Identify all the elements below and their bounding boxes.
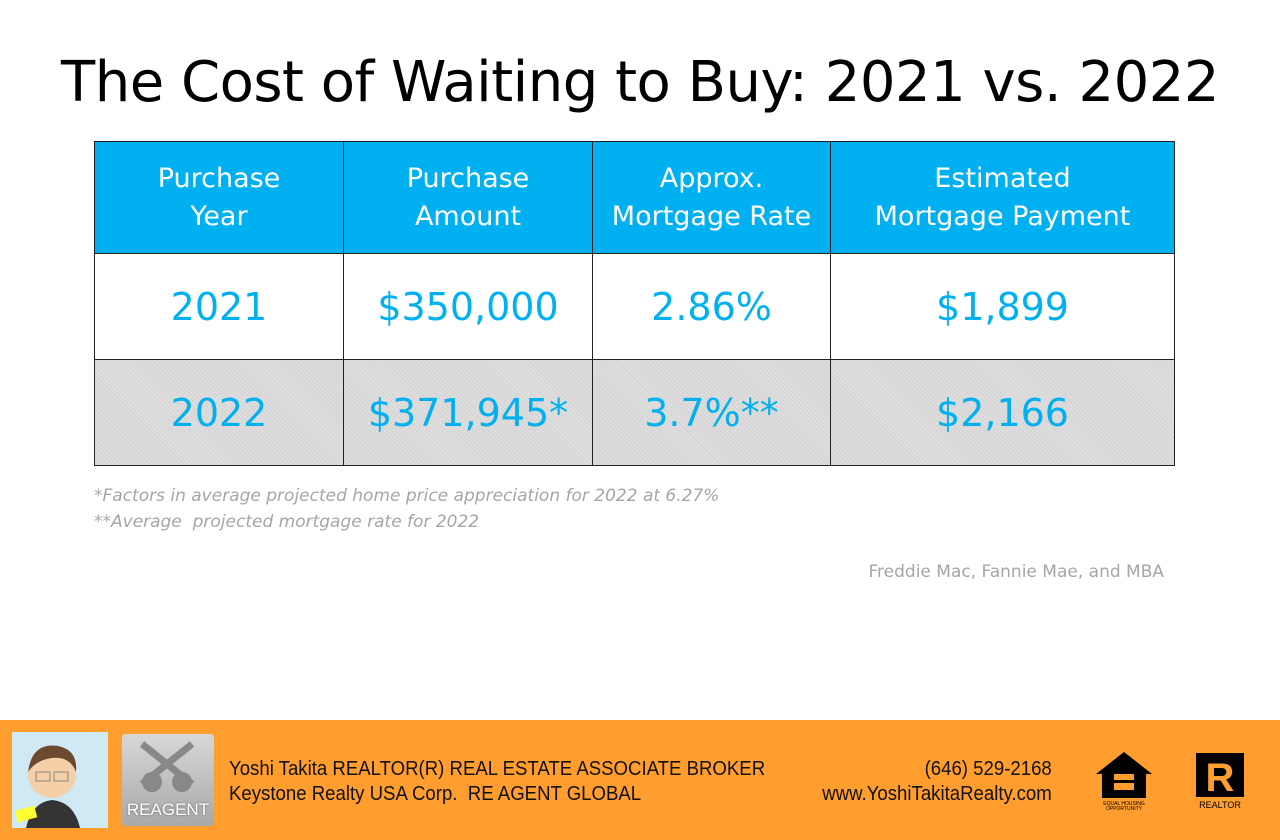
cell-year: 2022 xyxy=(94,359,344,466)
svg-text:R: R xyxy=(1206,756,1235,800)
cell-payment: $1,899 xyxy=(830,253,1175,360)
agent-name-line: Yoshi Takita REALTOR(R) REAL ESTATE ASSO… xyxy=(229,758,766,780)
equal-housing-icon: EQUAL HOUSING OPPORTUNITY xyxy=(1094,750,1154,812)
source-text: Freddie Mac, Fannie Mae, and MBA xyxy=(868,562,1165,582)
footnote-2: **Average projected mortgage rate for 20… xyxy=(94,512,480,532)
brokerage-line: Keystone Realty USA Corp. RE AGENT GLOBA… xyxy=(229,783,642,805)
cost-table: Purchase Year Purchase Amount Approx. Mortg… xyxy=(94,141,1175,466)
header-purchase-amount: Purchase Amount xyxy=(343,141,593,254)
cell-rate: 3.7%** xyxy=(592,359,831,466)
realtor-icon: R REALTOR xyxy=(1194,753,1246,811)
cell-payment: $2,166 xyxy=(830,359,1175,466)
website-link[interactable]: www.YoshiTakitaRealty.com xyxy=(822,783,1052,805)
cell-amount: $350,000 xyxy=(343,253,593,360)
cell-rate: 2.86% xyxy=(592,253,831,360)
svg-text:OPPORTUNITY: OPPORTUNITY xyxy=(1106,806,1143,810)
footnote-1: *Factors in average projected home price… xyxy=(94,486,720,506)
page-title: The Cost of Waiting to Buy: 2021 vs. 202… xyxy=(61,50,1219,115)
header-mortgage-rate: Approx. Mortgage Rate xyxy=(592,141,831,254)
phone-number[interactable]: (646) 529-2168 xyxy=(924,758,1052,780)
svg-text:REALTOR: REALTOR xyxy=(1199,800,1241,810)
table-row: 2021 $350,000 2.86% $1,899 xyxy=(94,253,1175,360)
footer-banner: REAGENT Yoshi Takita REALTOR(R) REAL EST… xyxy=(0,720,1280,840)
cell-year: 2021 xyxy=(94,253,344,360)
agent-caricature-image xyxy=(12,732,108,828)
table-header-row: Purchase Year Purchase Amount Approx. Mortg… xyxy=(94,141,1175,254)
cell-amount: $371,945* xyxy=(343,359,593,466)
table-row: 2022 $371,945* 3.7%** $2,166 xyxy=(94,359,1175,466)
reagent-logo: REAGENT xyxy=(122,734,214,826)
header-mortgage-payment: Estimated Mortgage Payment xyxy=(830,141,1175,254)
header-purchase-year: Purchase Year xyxy=(94,141,344,254)
svg-text:EQUAL HOUSING: EQUAL HOUSING xyxy=(1103,801,1145,807)
